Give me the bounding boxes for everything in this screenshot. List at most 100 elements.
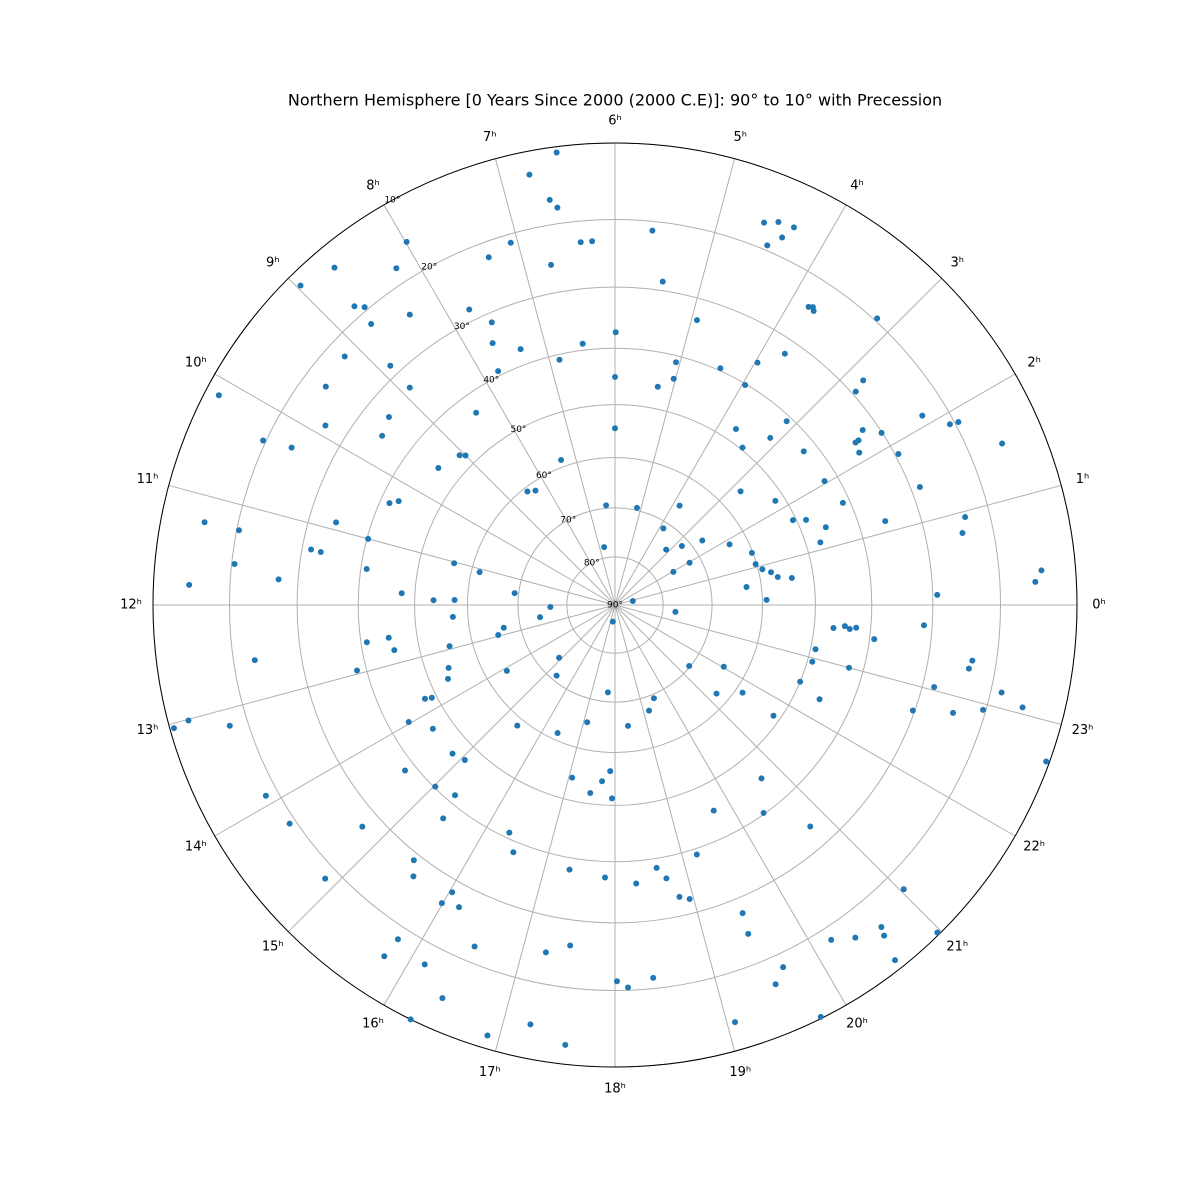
grid-spoke: [614, 604, 847, 1006]
radial-tick-label: 20°: [421, 263, 437, 273]
star-point: [215, 392, 222, 399]
star-point: [421, 695, 428, 702]
star-point: [878, 924, 885, 931]
angular-tick-label: 0ʰ: [1092, 598, 1106, 613]
star-point: [558, 456, 565, 463]
star-point: [672, 359, 679, 366]
star-point: [678, 543, 685, 550]
star-point: [402, 767, 409, 774]
star-point: [809, 304, 816, 311]
star-point: [763, 596, 770, 603]
star-point: [365, 535, 372, 542]
star-point: [931, 683, 938, 690]
star-point: [710, 807, 717, 814]
angular-tick-label: 14ʰ: [185, 840, 207, 855]
star-point: [451, 560, 458, 567]
star-point: [739, 689, 746, 696]
star-point: [440, 815, 447, 822]
star-point: [603, 502, 610, 509]
star-point: [841, 623, 848, 630]
star-point: [807, 823, 814, 830]
star-point: [790, 224, 797, 231]
grid-spoke: [614, 204, 847, 606]
star-point: [556, 654, 563, 661]
star-point: [761, 219, 768, 226]
star-point: [743, 583, 750, 590]
star-point: [613, 978, 620, 985]
angular-tick-label: 15ʰ: [262, 940, 284, 955]
star-point: [739, 910, 746, 917]
star-point: [946, 421, 953, 428]
star-point: [379, 432, 386, 439]
star-point: [830, 624, 837, 631]
star-point: [663, 875, 670, 882]
star-point: [649, 227, 656, 234]
grid-spoke: [614, 604, 943, 933]
grid-spoke: [287, 604, 616, 933]
star-point: [485, 254, 492, 261]
star-point: [297, 282, 304, 289]
star-point: [686, 559, 693, 566]
star-point: [435, 464, 442, 471]
star-point: [405, 718, 412, 725]
star-point: [566, 866, 573, 873]
star-point: [934, 591, 941, 598]
star-point: [852, 388, 859, 395]
star-point: [604, 689, 611, 696]
star-point: [506, 829, 513, 836]
angular-tick-label: 4ʰ: [850, 178, 864, 193]
star-point: [633, 880, 640, 887]
star-point: [895, 451, 902, 458]
star-point: [439, 995, 446, 1002]
star-point: [803, 516, 810, 523]
grid-spoke: [614, 604, 1016, 837]
star-point: [934, 929, 941, 936]
star-point: [788, 574, 795, 581]
star-point: [403, 238, 410, 245]
star-point: [809, 658, 816, 665]
star-point: [670, 375, 677, 382]
angular-tick-label: 1ʰ: [1076, 472, 1090, 487]
star-point: [650, 695, 657, 702]
star-point: [1038, 567, 1045, 574]
star-point: [511, 590, 518, 597]
star-point: [398, 590, 405, 597]
star-point: [955, 419, 962, 426]
star-point: [686, 895, 693, 902]
star-point: [421, 961, 428, 968]
star-point: [462, 452, 469, 459]
star-point: [444, 675, 451, 682]
grid-spoke: [287, 277, 616, 606]
star-point: [546, 196, 553, 203]
angular-tick-label: 3ʰ: [950, 255, 964, 270]
star-point: [874, 315, 881, 322]
star-point: [407, 1016, 414, 1023]
star-point: [999, 440, 1006, 447]
star-point: [891, 957, 898, 964]
star-point: [406, 311, 413, 318]
angular-tick-label: 2ʰ: [1027, 356, 1041, 371]
grid-spoke: [383, 604, 616, 1006]
grid-spoke: [614, 604, 736, 1052]
star-point: [507, 239, 514, 246]
star-point: [548, 261, 555, 268]
grid-spoke: [214, 373, 616, 606]
star-point: [579, 340, 586, 347]
star-point: [308, 546, 315, 553]
star-point: [878, 429, 885, 436]
star-point: [495, 631, 502, 638]
star-point: [660, 525, 667, 532]
angular-tick-label: 5ʰ: [734, 130, 748, 145]
star-point: [779, 234, 786, 241]
star-point: [322, 422, 329, 429]
star-point: [663, 546, 670, 553]
star-point: [959, 530, 966, 537]
star-point: [980, 706, 987, 713]
star-point: [717, 365, 724, 372]
grid-spoke: [614, 373, 1016, 606]
star-point: [780, 964, 787, 971]
star-point: [385, 634, 392, 641]
star-point: [451, 596, 458, 603]
star-point: [822, 524, 829, 531]
